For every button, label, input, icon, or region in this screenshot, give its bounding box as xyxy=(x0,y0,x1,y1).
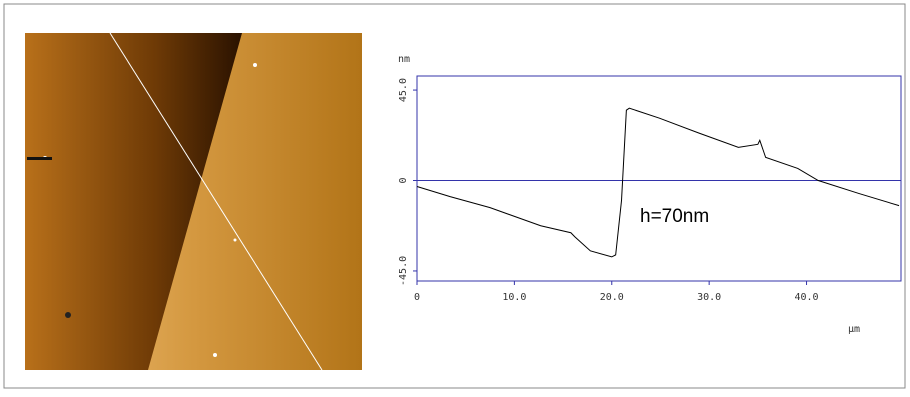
y-tick-label: 0 xyxy=(398,177,409,183)
afm-image xyxy=(25,32,362,371)
plot-frame xyxy=(416,75,902,282)
y-tick-label: -45.0 xyxy=(398,256,409,286)
frame xyxy=(3,3,906,389)
x-tick-label: 10.0 xyxy=(502,292,526,303)
annotation: h=70nm xyxy=(640,206,709,227)
x-tick-label: 30.0 xyxy=(697,292,721,303)
profile-line xyxy=(416,107,900,258)
x-tick-label: 40.0 xyxy=(794,292,818,303)
x-tick-label: 0 xyxy=(414,292,420,303)
x-axis-label: µm xyxy=(848,324,860,335)
y-axis-label: nm xyxy=(398,54,410,65)
x-tick-label: 20.0 xyxy=(600,292,624,303)
y-tick-label: 45.0 xyxy=(398,78,409,102)
